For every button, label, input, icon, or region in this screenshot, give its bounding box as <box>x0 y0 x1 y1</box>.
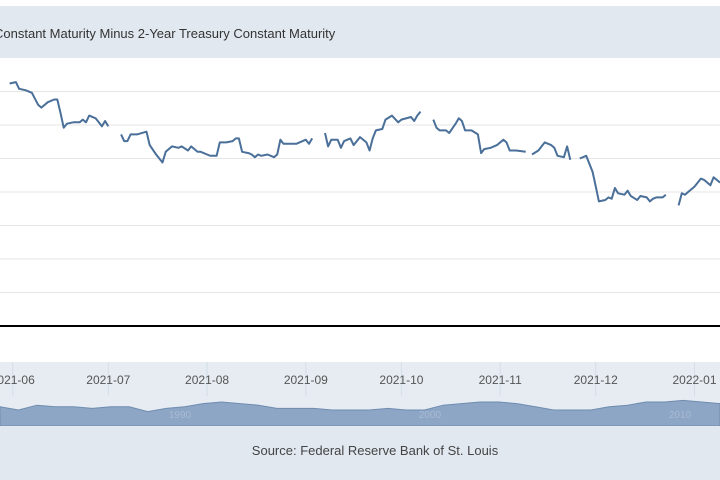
x-tick-label: 2021-07 <box>86 373 130 387</box>
series-line-segment <box>9 81 110 129</box>
title-band: Constant Maturity Minus 2-Year Treasury … <box>0 6 720 58</box>
series-line-segment <box>432 117 526 155</box>
source-note: Source: Federal Reserve Bank of St. Loui… <box>251 443 499 458</box>
x-axis-band <box>0 362 720 396</box>
footer: Source: Federal Reserve Bank of St. Loui… <box>0 426 720 480</box>
series-line-segment <box>120 130 314 164</box>
x-tick-label: 2021-10 <box>379 373 423 387</box>
series-line-segment <box>677 176 720 206</box>
chart-svg: 2021-06 2021-07 2021-08 2021-09 2021-10 2021-… <box>0 81 720 426</box>
x-tick-label: 2021-09 <box>284 373 328 387</box>
navigator-label: 1990 <box>169 410 192 421</box>
x-tick-label: 2021-11 <box>479 373 522 387</box>
top-strip <box>0 0 720 8</box>
chart-title: Constant Maturity Minus 2-Year Treasury … <box>0 26 336 41</box>
x-tick-label: 2021-06 <box>0 373 35 387</box>
gridlines <box>0 91 720 327</box>
series-line-segment <box>531 141 572 161</box>
navigator-area <box>0 399 720 426</box>
series-line-segment <box>324 110 422 152</box>
series-line-segment <box>579 154 667 203</box>
x-axis-ticks: 2021-06 2021-07 2021-08 2021-09 2021-10 2021-… <box>0 362 717 396</box>
series-line-group <box>9 81 720 206</box>
x-tick-label: 2022-01 <box>672 373 716 387</box>
navigator-label: 2000 <box>419 410 442 421</box>
x-tick-label: 2021-12 <box>574 373 618 387</box>
x-tick-label: 2021-08 <box>185 373 229 387</box>
navigator[interactable]: 1990 2000 2010 <box>0 396 720 426</box>
navigator-label: 2010 <box>669 410 692 421</box>
